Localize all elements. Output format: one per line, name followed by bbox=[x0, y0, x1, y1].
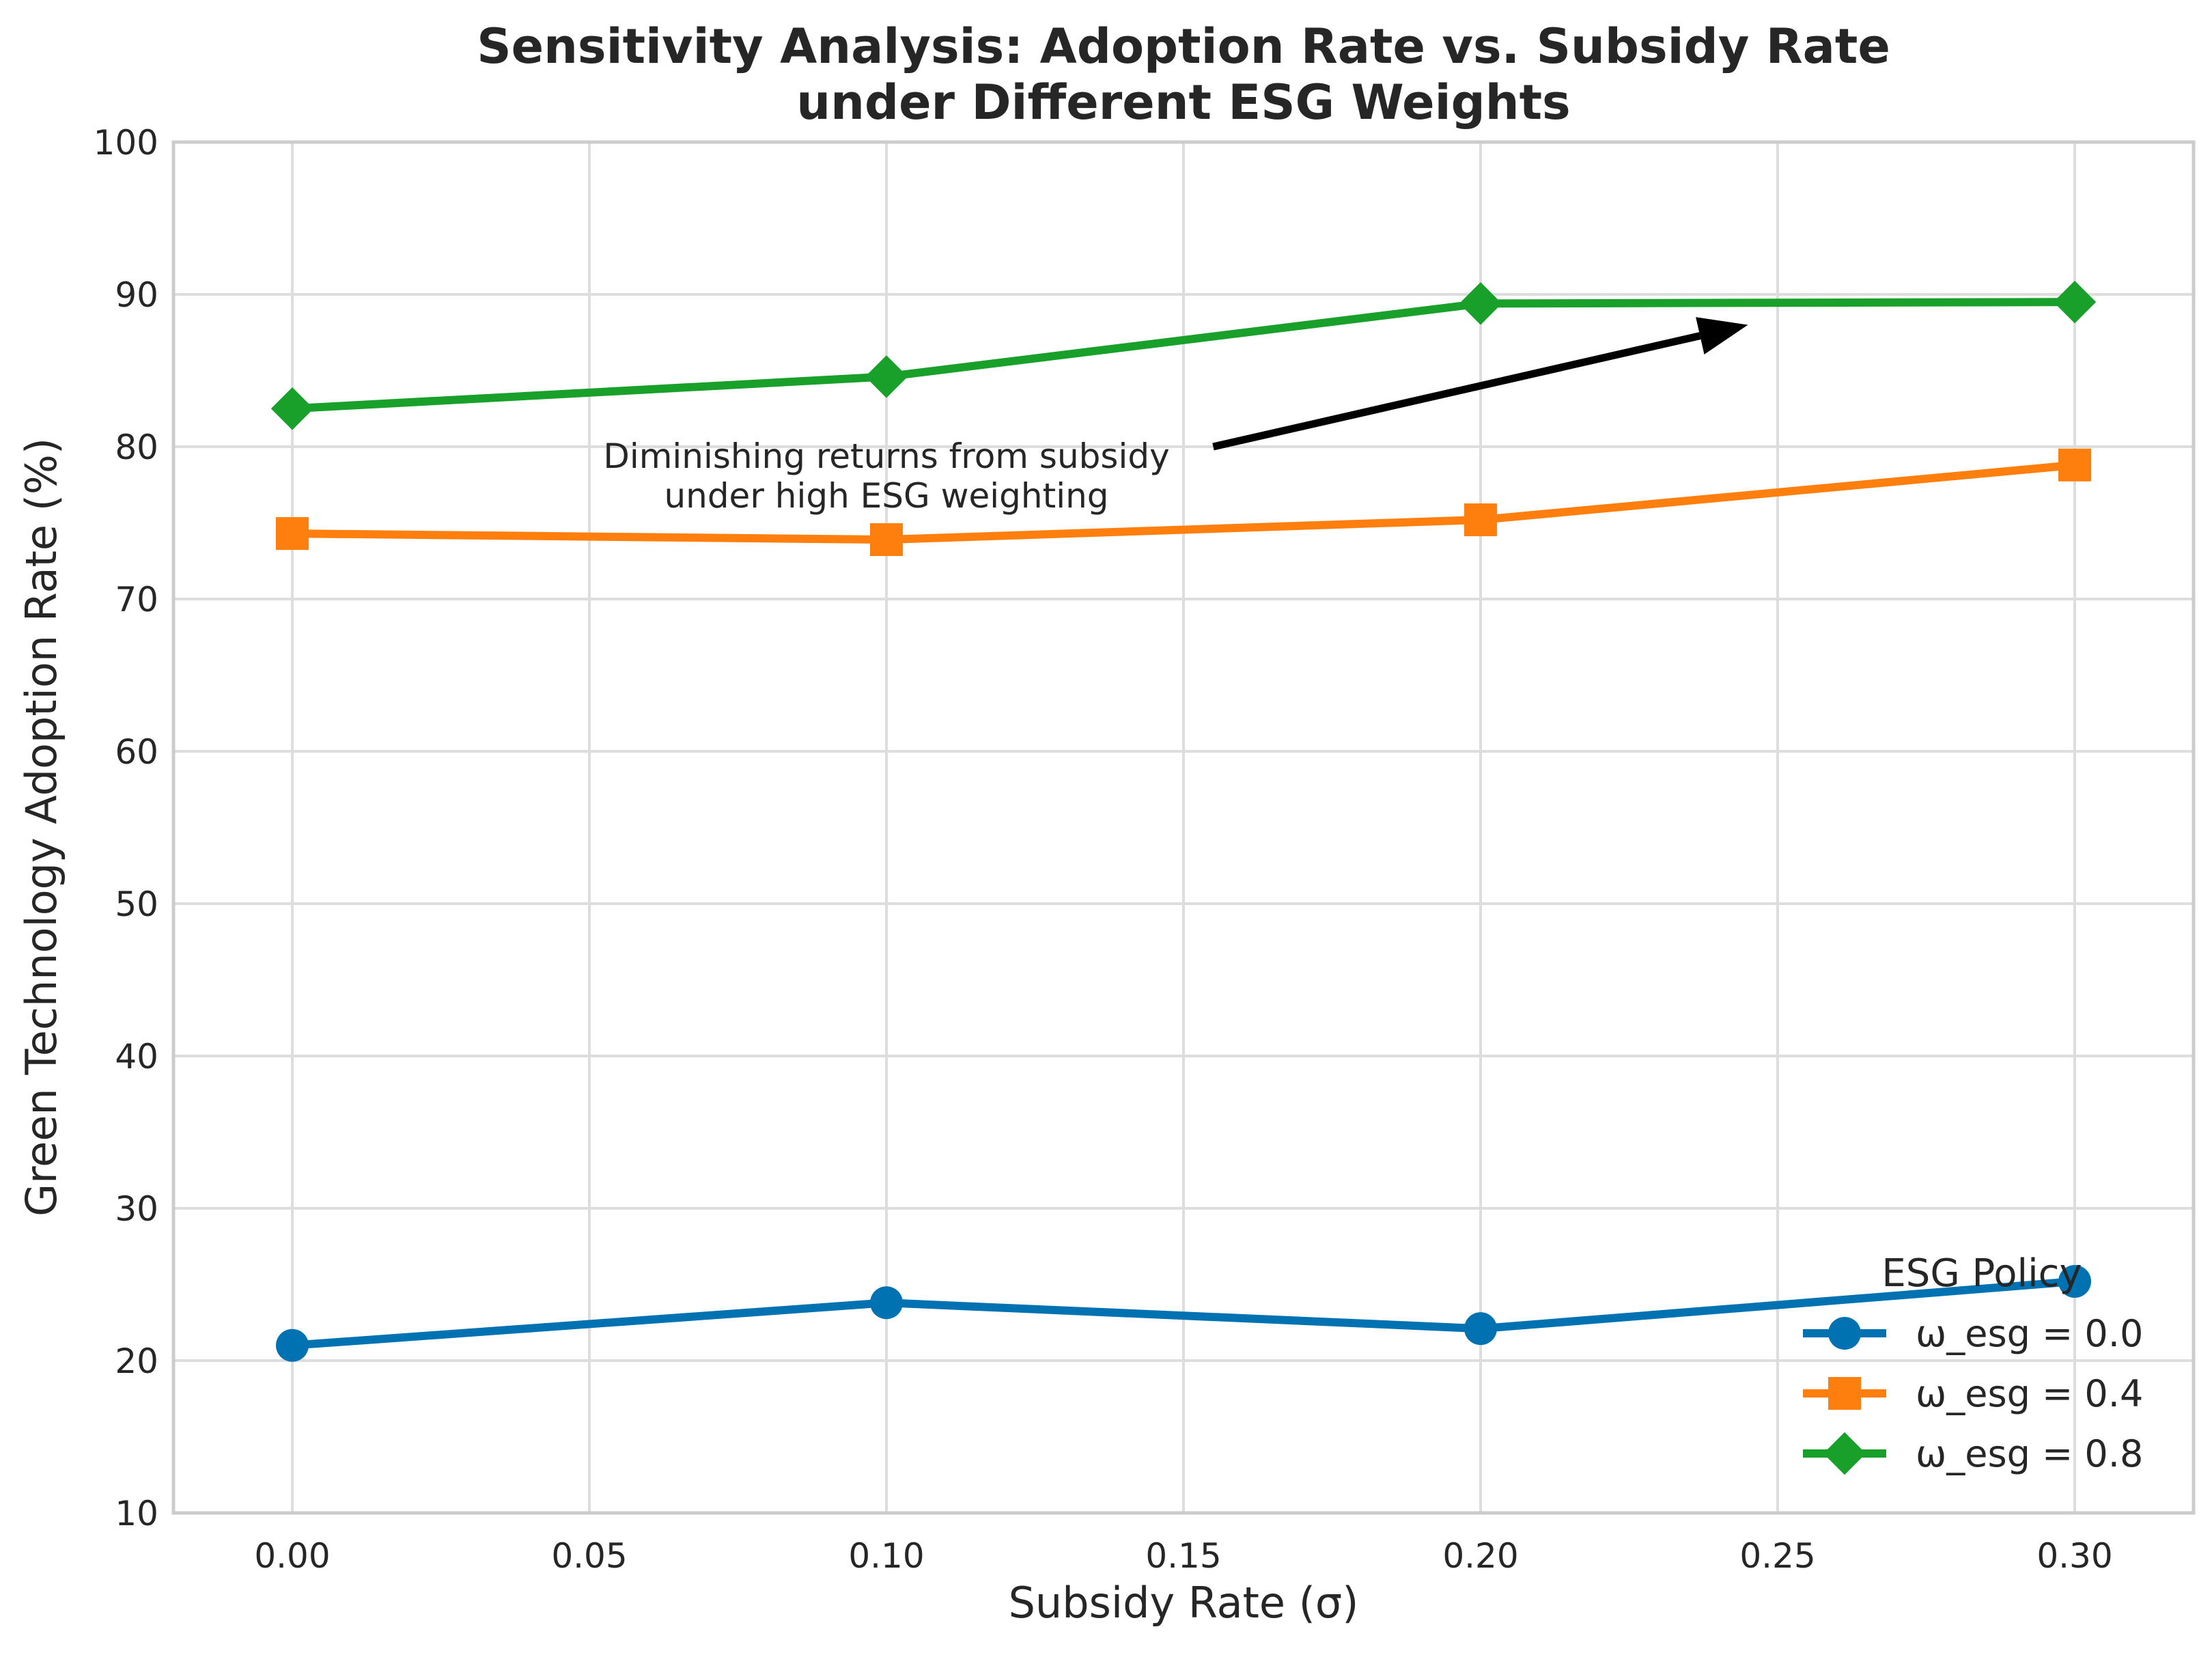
y-tick-label: 50 bbox=[115, 885, 158, 924]
y-tick-label: 100 bbox=[94, 123, 158, 163]
data-point bbox=[270, 387, 314, 430]
data-point bbox=[2058, 1265, 2091, 1298]
y-tick-label: 60 bbox=[115, 732, 158, 772]
series-line bbox=[288, 460, 2079, 544]
y-axis-ticks: 10 20 30 40 50 60 70 80 90 100 bbox=[94, 123, 158, 1533]
data-point bbox=[1464, 1312, 1497, 1346]
series-0 bbox=[276, 1265, 2091, 1362]
x-tick-label: 0.25 bbox=[1739, 1536, 1815, 1576]
legend-label: ω_esg = 0.4 bbox=[1916, 1372, 2143, 1415]
x-axis-label: Subsidy Rate (σ) bbox=[1009, 1578, 1359, 1628]
y-axis-label: Green Technology Adoption Rate (%) bbox=[16, 438, 66, 1216]
chart-subtitle: under Different ESG Weights bbox=[796, 74, 1570, 130]
legend-marker bbox=[1828, 1317, 1861, 1350]
series-line bbox=[288, 298, 2079, 413]
y-tick-label: 20 bbox=[115, 1341, 158, 1381]
data-point bbox=[870, 1286, 903, 1320]
x-tick-label: 0.10 bbox=[848, 1536, 924, 1576]
y-tick-label: 10 bbox=[115, 1494, 158, 1533]
data-point bbox=[870, 523, 903, 557]
legend-marker bbox=[1828, 1377, 1861, 1410]
data-point bbox=[865, 355, 908, 398]
chart-title: Sensitivity Analysis: Adoption Rate vs. … bbox=[477, 18, 1890, 74]
plot-frame bbox=[171, 140, 2196, 1515]
y-tick-label: 30 bbox=[115, 1189, 158, 1229]
legend-marker bbox=[1823, 1432, 1866, 1475]
legend-title: ESG Policy bbox=[1881, 1251, 2082, 1296]
series-1 bbox=[276, 448, 2091, 557]
data-point bbox=[1459, 282, 1502, 325]
data-point bbox=[276, 517, 309, 551]
annotation-text-line: under high ESG weighting bbox=[664, 476, 1108, 516]
legend-label: ω_esg = 0.8 bbox=[1916, 1432, 2143, 1475]
data-point bbox=[1464, 503, 1497, 537]
data-point bbox=[2053, 280, 2097, 324]
x-tick-label: 0.20 bbox=[1442, 1536, 1518, 1576]
y-tick-label: 90 bbox=[115, 275, 158, 315]
annotation-text-line: Diminishing returns from subsidy bbox=[603, 436, 1169, 476]
x-tick-label: 0.05 bbox=[551, 1536, 627, 1576]
x-tick-label: 0.15 bbox=[1145, 1536, 1221, 1576]
series-line bbox=[288, 1277, 2079, 1350]
y-tick-label: 40 bbox=[115, 1037, 158, 1076]
legend-label: ω_esg = 0.0 bbox=[1916, 1312, 2143, 1355]
y-tick-label: 80 bbox=[115, 428, 158, 467]
annotation-arrow-head bbox=[1696, 317, 1748, 354]
data-point bbox=[276, 1329, 309, 1362]
x-axis-ticks: 0.00 0.05 0.10 0.15 0.20 0.25 0.30 bbox=[254, 1536, 2112, 1576]
y-tick-label: 70 bbox=[115, 580, 158, 620]
legend-item: ω_esg = 0.4 bbox=[1803, 1372, 2143, 1415]
data-point bbox=[2058, 448, 2091, 482]
legend-item: ω_esg = 0.8 bbox=[1803, 1432, 2143, 1475]
x-tick-label: 0.30 bbox=[2036, 1536, 2112, 1576]
series-layer bbox=[270, 280, 2097, 1362]
x-tick-label: 0.00 bbox=[254, 1536, 330, 1576]
annotation-arrow-shaft bbox=[1212, 332, 1701, 451]
series-2 bbox=[270, 280, 2097, 430]
legend-item: ω_esg = 0.0 bbox=[1803, 1312, 2143, 1355]
legend: ESG Policy ω_esg = 0.0 ω_esg = 0.4 ω_esg =… bbox=[1803, 1251, 2143, 1475]
